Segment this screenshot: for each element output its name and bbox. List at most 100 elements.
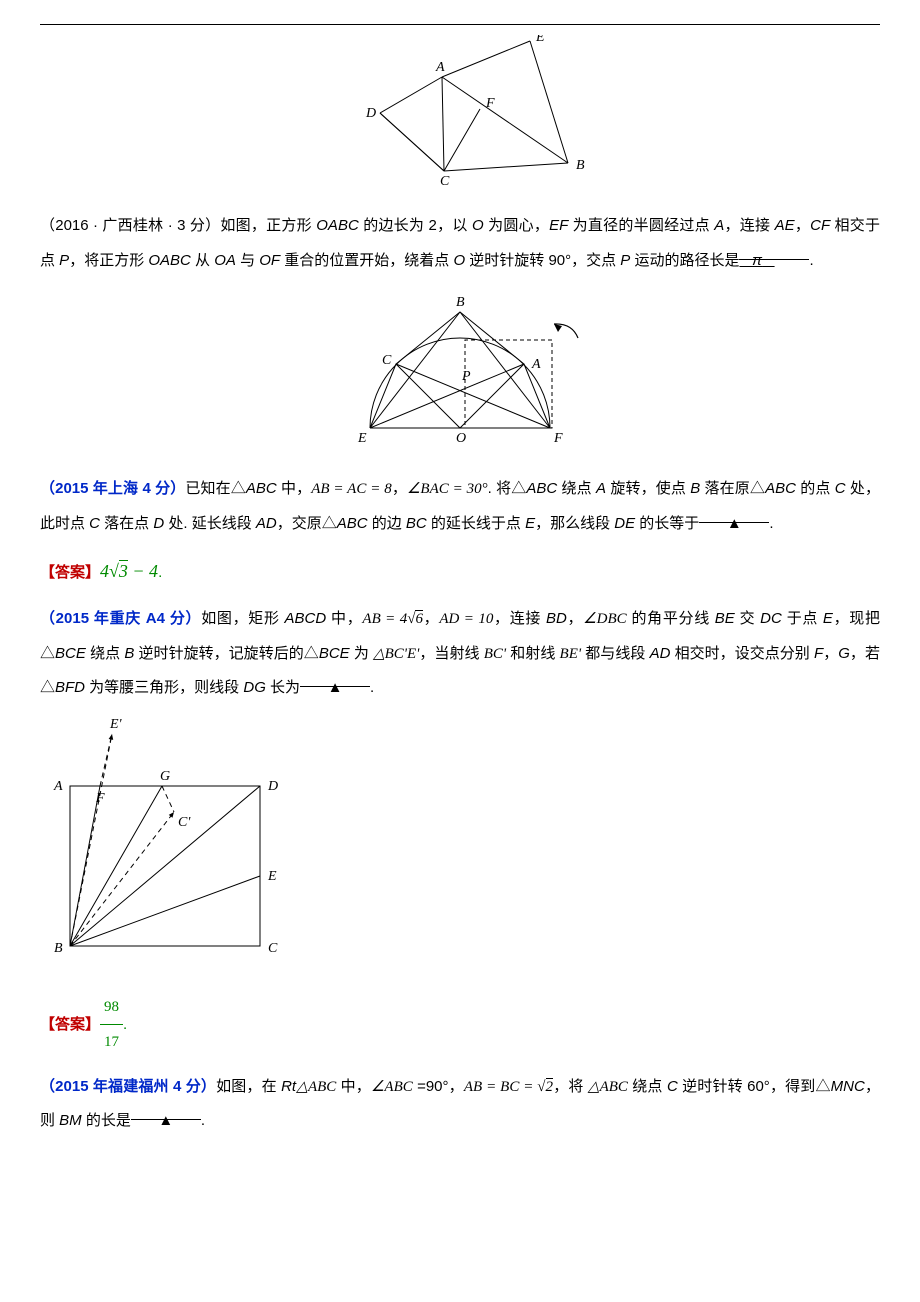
q1-t9: 重合的位置开始，绕着点: [280, 252, 453, 269]
q2-DE: DE: [614, 515, 635, 532]
q2-t13: 的边: [368, 515, 406, 532]
q2-t8: 的点: [796, 480, 835, 497]
q3-source: （2015 年重庆 A4 分）: [40, 610, 201, 627]
ans2-value: 4√3 − 4: [100, 560, 158, 581]
figure-3-svg: ADBCEFGE'C': [40, 716, 300, 976]
q2-t3: ，: [392, 480, 407, 497]
q1-A: A: [714, 217, 724, 234]
ans3-den: 17: [100, 1025, 123, 1060]
figure-2-svg: EOFABCP: [320, 288, 600, 458]
q1-EF: EF: [549, 217, 568, 234]
q1-t7: 从: [191, 252, 214, 269]
q3-DC: DC: [760, 610, 782, 627]
ans3-num: 98: [100, 990, 123, 1026]
q4-abc2: △ABC: [588, 1079, 628, 1095]
q1-P2: P: [620, 252, 630, 269]
svg-text:O: O: [456, 431, 466, 446]
svg-text:E: E: [357, 431, 367, 446]
q3-E: E: [823, 610, 833, 627]
q1-comma: ，: [795, 217, 810, 234]
svg-text:C: C: [382, 353, 392, 368]
q2-AD: AD: [256, 515, 277, 532]
svg-text:C: C: [268, 941, 278, 956]
q4-C: C: [667, 1078, 678, 1095]
q2-t7: 落在原△: [700, 480, 765, 497]
q2-t6: 旋转，使点: [606, 480, 690, 497]
q2-B: B: [690, 480, 700, 497]
svg-text:B: B: [456, 295, 465, 310]
q1-O: O: [472, 217, 484, 234]
q4-period: .: [201, 1112, 205, 1129]
q4-BM: BM: [59, 1112, 82, 1129]
q3-BCE: BCE: [55, 645, 86, 662]
q3-BE: BE: [715, 610, 735, 627]
q3-BCE2: BCE: [319, 645, 350, 662]
q2-abc: ABC: [246, 480, 277, 497]
q2-BC: BC: [406, 515, 427, 532]
svg-text:E: E: [535, 35, 545, 45]
q2-t14: 的延长线于点: [427, 515, 525, 532]
q3-t3: ，连接: [493, 610, 546, 627]
q2-A: A: [596, 480, 606, 497]
q2-C2: C: [89, 515, 100, 532]
q2-blank: ▲: [699, 507, 769, 523]
q3-t15: 相交时，设交点分别: [670, 645, 814, 662]
q3-t2: 中，: [326, 610, 362, 627]
svg-text:F: F: [553, 431, 563, 446]
q4-Rt: Rt: [281, 1078, 296, 1095]
q4-t1: 如图，在: [216, 1078, 281, 1095]
q3-t14: 都与线段: [581, 645, 649, 662]
q3-t18: 长为: [266, 679, 300, 696]
svg-text:E': E': [109, 717, 123, 732]
q4-blank: ▲: [131, 1104, 201, 1120]
figure-1-svg: AEDCBF: [330, 35, 590, 195]
q3-t10: 逆时针旋转，记旋转后的△: [134, 645, 318, 662]
svg-text:A: A: [53, 779, 63, 794]
q2-D: D: [153, 515, 164, 532]
svg-text:D: D: [365, 106, 376, 121]
question-2: （2015 年上海 4 分）已知在△ABC 中，AB = AC = 8，∠BAC…: [40, 472, 880, 541]
q2-t15: ，那么线段: [535, 515, 614, 532]
q3-blank: ▲: [300, 671, 370, 687]
q1-t1: 的边长为 2，以: [359, 217, 472, 234]
q3-eq2: AD = 10: [439, 611, 493, 627]
question-4: （2015 年福建福州 4 分）如图，在 Rt△ABC 中，∠ABC =90°，…: [40, 1070, 880, 1139]
answer-2: 【答案】4√3 − 4.: [40, 551, 880, 592]
q3-t17: 为等腰三角形，则线段: [85, 679, 243, 696]
q1-t6: ，将正方形: [69, 252, 148, 269]
svg-text:C': C': [178, 815, 191, 830]
q3-DG: DG: [243, 679, 266, 696]
q4-t2: 中，: [336, 1078, 371, 1095]
q1-oabc: OABC: [316, 217, 359, 234]
q1-CF: CF: [810, 217, 830, 234]
q3-t6: 交: [735, 610, 760, 627]
q4-t8: 的长是: [82, 1112, 131, 1129]
q4-source: （2015 年福建福州 4 分）: [40, 1078, 216, 1095]
q3-BEp: BE': [560, 646, 582, 662]
q1-blank: π: [739, 244, 809, 260]
svg-text:F: F: [95, 791, 105, 806]
q3-abcd: ABCD: [285, 610, 327, 627]
q3-F: F: [814, 645, 823, 662]
svg-text:B: B: [576, 158, 585, 173]
q2-eq1: AB = AC = 8: [311, 481, 391, 497]
q1-oabc2: OABC: [148, 252, 191, 269]
q1-O2: O: [453, 252, 465, 269]
q1-t2: 为圆心，: [484, 217, 549, 234]
q2-t11: 处. 延长线段: [164, 515, 256, 532]
q3-t11: 为: [350, 645, 373, 662]
svg-text:D: D: [267, 779, 278, 794]
svg-text:B: B: [54, 941, 63, 956]
q1-prefix: （2016 · 广西桂林 · 3 分）如图，正方形: [40, 217, 316, 234]
ans3-frac: 9817: [100, 1016, 123, 1033]
q3-t4: ，: [567, 610, 583, 627]
svg-text:G: G: [160, 769, 170, 784]
question-3: （2015 年重庆 A4 分）如图，矩形 ABCD 中，AB = 4√6，AD …: [40, 602, 880, 706]
q1-t8: 与: [236, 252, 259, 269]
q3-t13: 和射线: [506, 645, 559, 662]
q1-answer: π: [752, 252, 762, 269]
q4-t4: ，将: [553, 1078, 588, 1095]
q2-t5: 绕点: [557, 480, 596, 497]
q2-period: .: [769, 515, 773, 532]
figure-3: ADBCEFGE'C': [40, 716, 880, 980]
